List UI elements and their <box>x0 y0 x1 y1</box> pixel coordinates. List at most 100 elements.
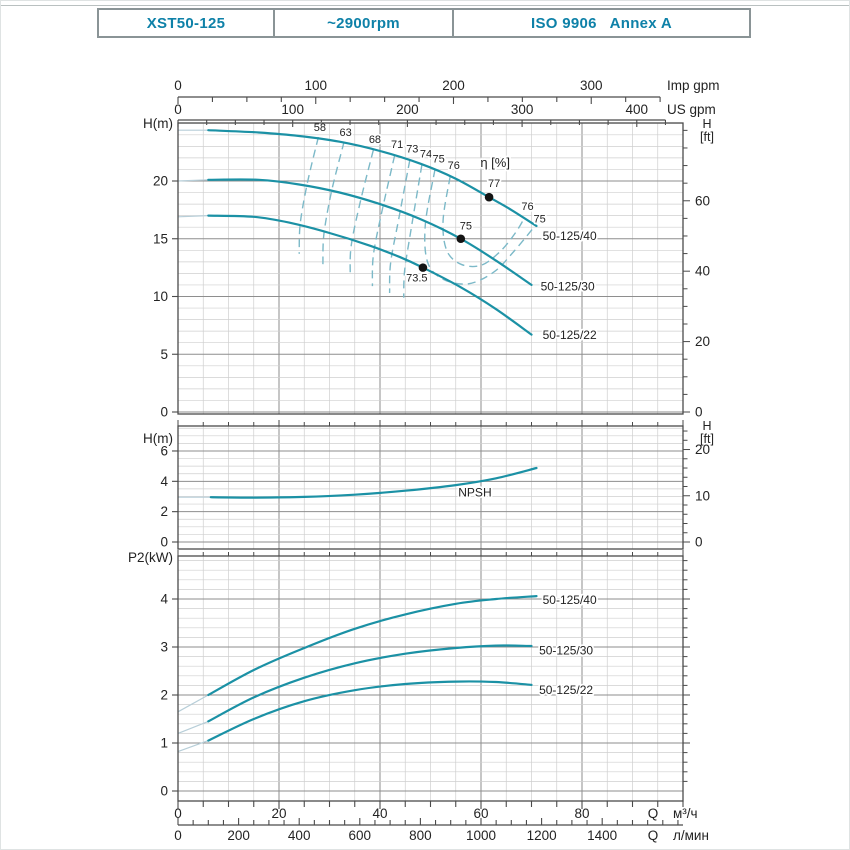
eta-value-label: 73 <box>406 144 418 156</box>
eta-contour-73 <box>388 160 411 294</box>
curve-label-50-125-30: 50-125/30 <box>539 644 593 658</box>
bep-dot-75 <box>456 234 466 244</box>
tick-label: 300 <box>580 78 603 93</box>
tick-label: 10 <box>153 289 168 304</box>
tick-label: 0 <box>174 828 182 843</box>
y2-axis-labels <box>683 560 690 782</box>
tick-label: 600 <box>349 828 372 843</box>
eta-value-label: 76 <box>448 160 460 172</box>
tick-label: 6 <box>160 443 168 458</box>
header-cell-model: XST50-125 <box>146 14 226 32</box>
curve-label-50-125-22: 50-125/22 <box>539 683 593 697</box>
y2-axis-title: H <box>702 117 711 131</box>
axis-unit-label: US gpm <box>667 102 716 117</box>
tick-label: 0 <box>695 535 703 550</box>
curve-50-125-40: 50-125/40 <box>178 129 599 245</box>
eta-value-label: 63 <box>340 127 352 139</box>
y-axis-labels: 0 5 10 15 20 H(m) <box>143 116 178 420</box>
axis-unit-label: л/мин <box>673 828 709 843</box>
tick-label: 10 <box>695 488 710 503</box>
tick-label: 800 <box>409 828 432 843</box>
top-axis-imp-gpm: 0 100 200 300 Imp gpm <box>174 78 720 104</box>
tick-label: 200 <box>396 102 419 117</box>
curve-light-extension <box>177 720 209 734</box>
curve-50-125-30: 50-125/30 <box>177 178 597 295</box>
curve-label-50-125-40: 50-125/40 <box>543 229 597 243</box>
grid <box>178 122 683 414</box>
eta-contour-71 <box>371 155 396 287</box>
eta-value-label: 68 <box>369 134 381 146</box>
bep-dot-77 <box>484 192 494 202</box>
curve-label-50-125-22: 50-125/22 <box>543 328 597 342</box>
bep-dot-label: 75 <box>460 221 472 233</box>
tick-label: 20 <box>271 806 286 821</box>
tick-label: 1400 <box>587 828 617 843</box>
eta-value-label: 75 <box>432 154 444 166</box>
curve-solid <box>207 129 538 228</box>
y-axis-labels: 0 2 4 6H(m) <box>143 431 178 550</box>
tick-label: 100 <box>304 78 327 93</box>
tick-label: 0 <box>174 102 182 117</box>
chart-power: 50-125/40 50-125/30 50-125/22 0 1 2 3 4 P2(kW) <box>128 550 690 802</box>
chart-npsh: NPSH 0 2 4 6H(m) 0 10 20 H[ft] <box>143 419 714 550</box>
curve-50-125-30: 50-125/30 <box>177 642 595 734</box>
y2-axis-title: H <box>702 419 711 433</box>
eta-value-label: 58 <box>314 122 326 134</box>
bep-dots: 77 75 73.5 <box>404 176 502 286</box>
axis-q-label: Q <box>648 806 659 821</box>
eta-value-label: 76 <box>521 201 533 213</box>
bep-dot-label: 73.5 <box>406 272 427 284</box>
tick-label: 1 <box>160 736 168 751</box>
curve-light-extension <box>177 179 209 182</box>
tick-label: 400 <box>288 828 311 843</box>
curve-solid <box>207 178 533 286</box>
tick-label: 4 <box>160 474 168 489</box>
tick-label: 200 <box>442 78 465 93</box>
y2-axis-labels: 0 10 20 H[ft] <box>683 419 714 550</box>
y-axis-title: H(m) <box>143 116 173 131</box>
chart-frame <box>177 122 684 415</box>
curve-label-NPSH: NPSH <box>458 485 491 499</box>
top-axis-us-gpm: 0 100 200 300 400 US gpm <box>174 102 716 127</box>
tick-label: 0 <box>160 405 168 420</box>
tick-label: 2 <box>160 504 168 519</box>
tick-label: 20 <box>153 174 168 189</box>
tick-label: 200 <box>227 828 250 843</box>
tick-label: 20 <box>695 334 710 349</box>
tick-label: 60 <box>695 193 710 208</box>
y2-axis-title: [ft] <box>700 432 714 446</box>
tick-label: 100 <box>281 102 304 117</box>
eta-contour-76 <box>442 176 526 268</box>
curve-solid <box>209 466 538 499</box>
curve-50-125-40: 50-125/40 <box>177 591 599 713</box>
y2-axis-title: [ft] <box>700 130 714 144</box>
tick-label: 400 <box>626 102 649 117</box>
curve-NPSH: NPSH <box>178 466 538 501</box>
curve-light-extension <box>177 740 209 753</box>
y-axis-title: H(m) <box>143 431 173 446</box>
y2-axis-labels: 0 20 40 60 H[ft] <box>683 117 714 420</box>
curve-solid <box>207 214 533 336</box>
bep-dot-label: 77 <box>488 178 500 190</box>
tick-label: 0 <box>160 784 168 799</box>
header-row: XST50-125 ~2900rpm ISO 9906 Annex A <box>97 8 751 38</box>
eta-contour-75 <box>424 169 535 285</box>
tick-label: 15 <box>153 231 168 246</box>
eta-value-label: 74 <box>420 148 432 160</box>
eta-value-label: 75 <box>533 214 545 226</box>
header-cell-speed: ~2900rpm <box>273 10 452 36</box>
grid <box>178 556 683 801</box>
tick-label: 3 <box>160 640 168 655</box>
axis-unit-label: Imp gpm <box>667 78 720 93</box>
tick-label: 20 <box>695 442 710 457</box>
curve-solid <box>207 595 538 697</box>
grid <box>178 426 683 549</box>
curve-50-125-22: 50-125/22 <box>177 680 595 753</box>
bep-dot-73.5 <box>418 263 428 272</box>
